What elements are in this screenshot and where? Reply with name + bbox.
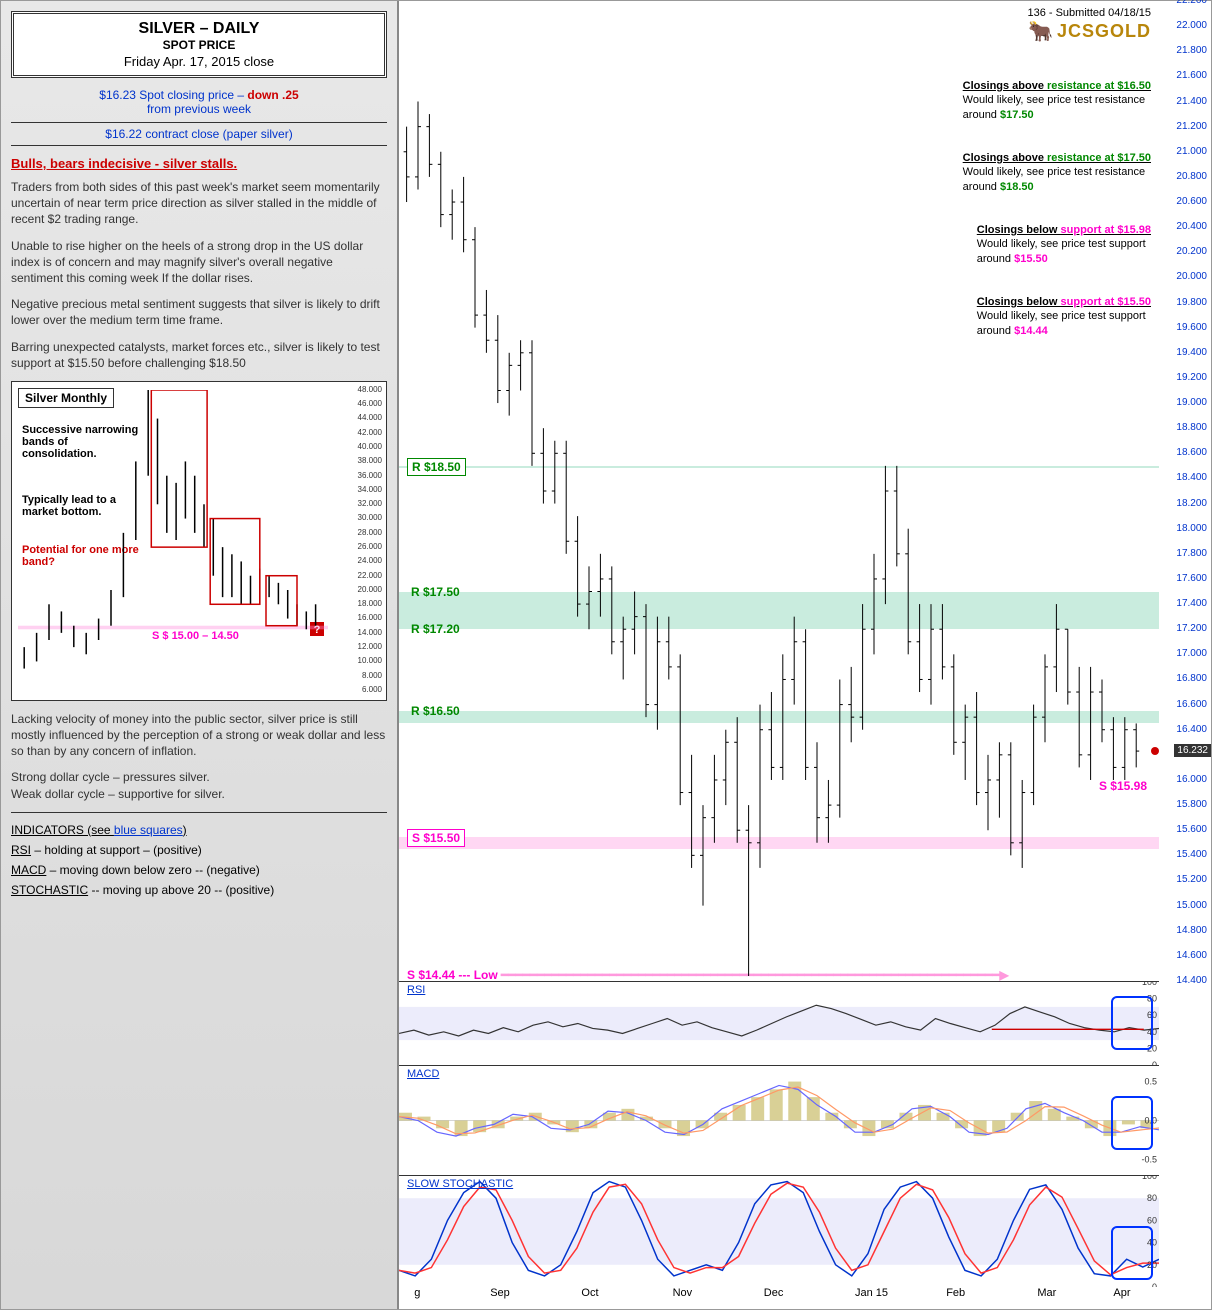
y-axis: 22.20022.00021.80021.60021.40021.20021.0… <box>1159 1 1211 981</box>
svg-text:100: 100 <box>1142 1176 1157 1181</box>
svg-text:-0.5: -0.5 <box>1142 1154 1158 1164</box>
stoch-panel: SLOW STOCHASTIC 020406080100 <box>399 1175 1159 1287</box>
chart-title: SILVER – DAILY <box>20 20 378 38</box>
para-3: Negative precious metal sentiment sugges… <box>11 296 387 328</box>
stoch-blue-square <box>1111 1226 1153 1280</box>
indicators-header: INDICATORS (see blue squares) <box>11 823 387 837</box>
stoch-title: SLOW STOCHASTIC <box>407 1178 513 1190</box>
spot-price-line: $16.23 Spot closing price – down .25 fro… <box>11 88 387 116</box>
bottom-para-1: Lacking velocity of money into the publi… <box>11 711 387 760</box>
indicator-stochastic: STOCHASTIC -- moving up above 20 -- (pos… <box>11 883 387 897</box>
candle-area <box>399 1 1159 981</box>
svg-text:0.5: 0.5 <box>1145 1077 1158 1087</box>
para-1: Traders from both sides of this past wee… <box>11 179 387 228</box>
contract-close: $16.22 contract close (paper silver) <box>11 127 387 141</box>
main-chart: 136 - Submitted 04/18/15 🐂 JCSGOLD Closi… <box>399 1 1211 981</box>
rsi-blue-square <box>1111 996 1153 1050</box>
x-axis: gSepOctNovDecJan 15FebMarApr <box>399 1287 1159 1307</box>
para-2: Unable to rise higher on the heels of a … <box>11 238 387 287</box>
para-4: Barring unexpected catalysts, market for… <box>11 339 387 371</box>
bottom-para-2: Strong dollar cycle – pressures silver. … <box>11 769 387 801</box>
macd-panel: MACD -0.50.00.5 <box>399 1065 1159 1175</box>
right-chart-panel: 136 - Submitted 04/18/15 🐂 JCSGOLD Closi… <box>399 1 1211 1309</box>
rsi-title: RSI <box>407 984 425 996</box>
svg-text:100: 100 <box>1142 982 1157 987</box>
rsi-panel: RSI 020406080100 <box>399 981 1159 1065</box>
indicator-macd: MACD – moving down below zero -- (negati… <box>11 863 387 877</box>
monthly-y-axis: 48.00046.00044.00042.00040.00038.00036.0… <box>346 390 384 692</box>
left-sidebar: SILVER – DAILY SPOT PRICE Friday Apr. 17… <box>1 1 399 1309</box>
macd-blue-square <box>1111 1096 1153 1150</box>
macd-title: MACD <box>407 1068 439 1080</box>
chart-date: Friday Apr. 17, 2015 close <box>20 54 378 69</box>
macd-svg: -0.50.00.5 <box>399 1066 1159 1175</box>
monthly-candles <box>18 390 328 690</box>
monthly-chart: Silver Monthly Successive narrowing band… <box>11 381 387 701</box>
chart-subtitle: SPOT PRICE <box>20 38 378 52</box>
rsi-svg: 020406080100 <box>399 982 1159 1065</box>
candlestick-svg <box>399 1 1159 981</box>
svg-text:80: 80 <box>1147 1193 1157 1203</box>
stoch-svg: 020406080100 <box>399 1176 1159 1287</box>
svg-text:60: 60 <box>1147 1215 1157 1225</box>
headline: Bulls, bears indecisive - silver stalls. <box>11 156 387 171</box>
title-box: SILVER – DAILY SPOT PRICE Friday Apr. 17… <box>11 11 387 78</box>
indicator-rsi: RSI – holding at support – (positive) <box>11 843 387 857</box>
